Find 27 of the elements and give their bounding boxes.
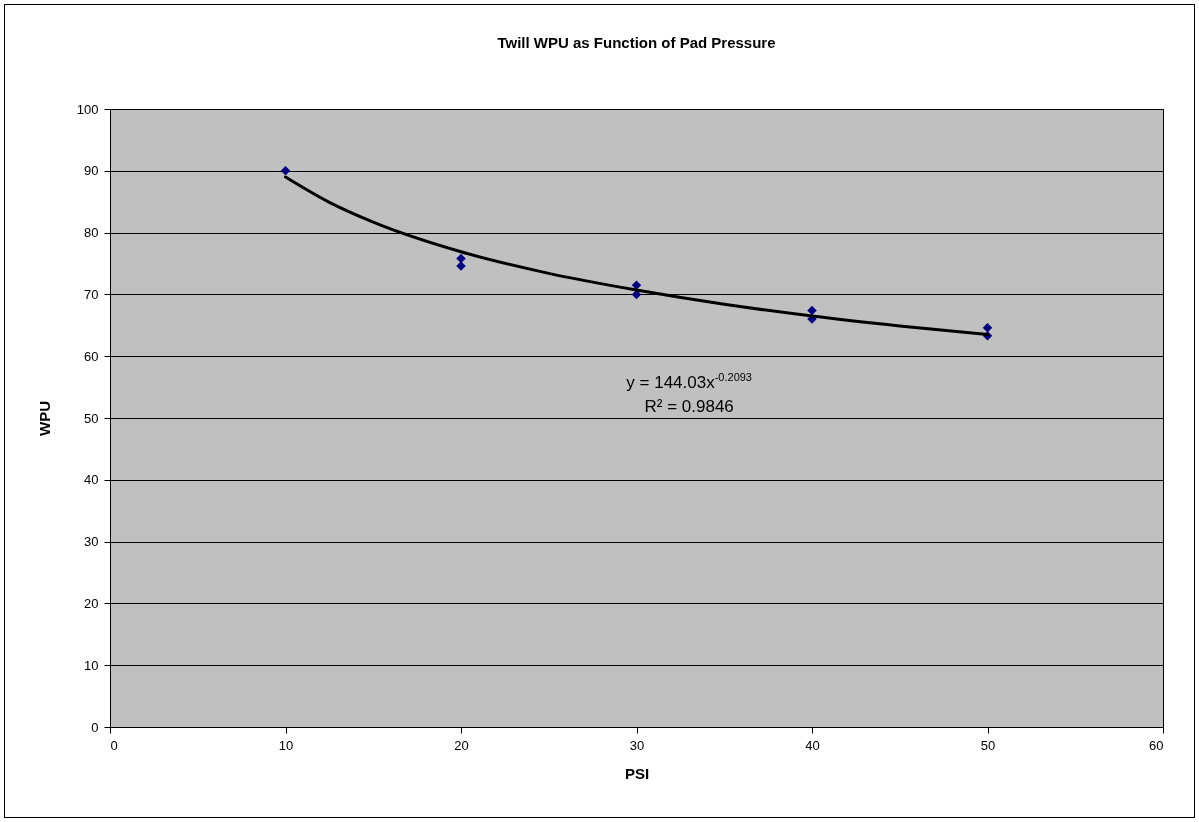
x-tick-label: 50 [980, 737, 996, 753]
x-tick-label: 10 [278, 737, 294, 753]
point [631, 280, 642, 290]
x-tick-label: 20 [454, 737, 469, 753]
annotation: R² = 0.9846 [643, 396, 735, 419]
y-tick-label: 40 [84, 472, 99, 488]
point [982, 323, 993, 333]
y-tick-label: 80 [84, 225, 99, 241]
x-tick-label: 40 [805, 737, 820, 753]
x-tick-label: 0 [110, 737, 118, 753]
y-tick-label: 90 [84, 163, 99, 179]
y-tick-label: 10 [84, 657, 99, 673]
point [280, 166, 291, 176]
y-tick-label: 100 [76, 101, 99, 117]
y-axis-title: WPU [35, 401, 53, 436]
y-tick-label: 20 [84, 595, 99, 611]
point [807, 305, 817, 316]
y-tick-label: 50 [84, 410, 99, 426]
x-tick-label: 60 [1149, 737, 1164, 753]
x-tick-label: 30 [629, 737, 645, 753]
y-tick-label: 60 [84, 348, 99, 364]
chart-title: Twill WPU as Function of Pad Pressure [497, 34, 776, 51]
y-tick-label: 0 [91, 719, 99, 735]
x-axis-title: PSI [624, 764, 650, 782]
annotation: y = 144.03x$^{-0.2093}$ [626, 370, 752, 395]
y-tick-label: 70 [84, 286, 99, 302]
y-tick-label: 30 [84, 534, 99, 550]
